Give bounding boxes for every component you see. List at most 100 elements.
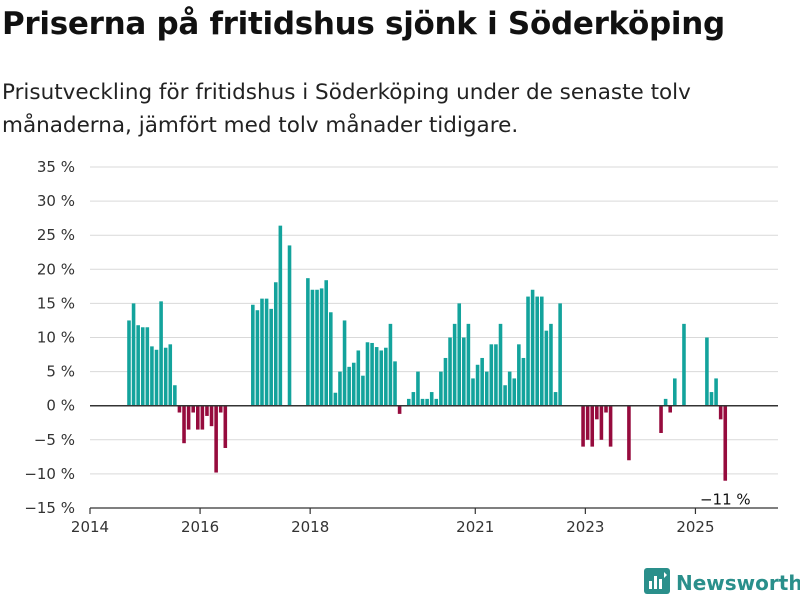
bar [196,405,200,430]
bar [218,405,223,413]
bar [214,405,218,473]
x-tick-label: 2014 [71,518,109,536]
y-tick-label: 35 % [37,158,75,176]
bar [251,304,255,406]
bar [416,371,420,406]
bar [480,357,484,406]
bar [535,296,539,406]
x-tick-label: 2025 [676,518,714,536]
bar [723,405,728,481]
bar [521,357,526,406]
bar [484,371,489,406]
newsworthy-logo[interactable]: Newsworthy [644,568,800,598]
bar [498,323,503,406]
bar [429,392,434,406]
bar [223,405,228,448]
bar [315,289,319,406]
y-tick-label: 25 % [37,226,75,244]
bar [494,344,498,406]
bar [544,330,549,406]
bar [310,289,315,406]
bar [714,378,718,406]
bar [379,350,384,406]
bar [425,398,429,406]
bar [306,278,310,406]
bar [475,364,480,406]
bar [526,296,530,406]
y-tick-label: 5 % [46,363,75,381]
bar [136,325,140,406]
bar [709,392,714,406]
bar [329,312,333,406]
y-tick-label: −15 % [24,499,75,517]
bar [209,405,214,427]
bar [173,385,177,406]
bar [287,245,292,406]
y-tick-label: 20 % [37,260,75,278]
bar [273,282,278,406]
bar [452,323,457,406]
bar [168,344,173,406]
bar [530,289,535,406]
bar [278,225,283,406]
bar [163,347,168,406]
bar [489,344,494,406]
bar [333,392,338,406]
chart-grid [90,166,778,475]
bar [411,392,416,406]
bar [540,296,544,406]
x-tick-label: 2023 [566,518,604,536]
y-tick-label: −5 % [34,431,75,449]
bar [191,405,195,413]
bar [599,405,604,440]
bar [585,405,590,440]
bar [471,378,475,406]
bar [145,327,150,406]
y-tick-label: 10 % [37,329,75,347]
bar [131,303,136,406]
bar [260,298,264,406]
last-value-annotation: −11 % [700,491,751,509]
bar [439,371,443,406]
bar [682,323,686,406]
bar [205,405,209,416]
bar [347,366,351,406]
bar [264,298,269,406]
bar [319,288,324,406]
bar [361,375,365,406]
bar [177,405,182,413]
bar [140,327,145,406]
x-tick-label: 2018 [291,518,329,536]
bar [553,392,558,406]
bar [406,398,411,406]
page-title: Priserna på fritidshus sjönk i Söderköpi… [2,6,725,42]
bar [393,361,397,406]
bar [507,371,512,406]
y-tick-label: 15 % [37,294,75,312]
y-tick-label: 0 % [46,397,75,415]
bar [338,371,342,406]
bar [595,405,599,420]
bar [397,405,402,414]
bar [590,405,595,447]
bar [457,303,462,406]
bar [434,398,439,406]
page-subtitle: Prisutveckling för fritidshus i Söderköp… [2,80,691,138]
bar [718,405,723,420]
bar [365,342,370,406]
bar [443,357,448,406]
bar [462,337,466,406]
bar [549,323,553,406]
bar [159,301,163,406]
bar [186,405,191,430]
bar [182,405,186,444]
chart-axes: 35 % 30 % 25 % 20 % 15 % 10 % 5 % 0 % −5 % −10 % −… [24,158,778,536]
bar [581,405,585,447]
bar [466,323,471,406]
bar [503,385,507,406]
bar [388,323,393,406]
bar [604,405,608,413]
bar [420,398,425,406]
bar [356,350,361,406]
